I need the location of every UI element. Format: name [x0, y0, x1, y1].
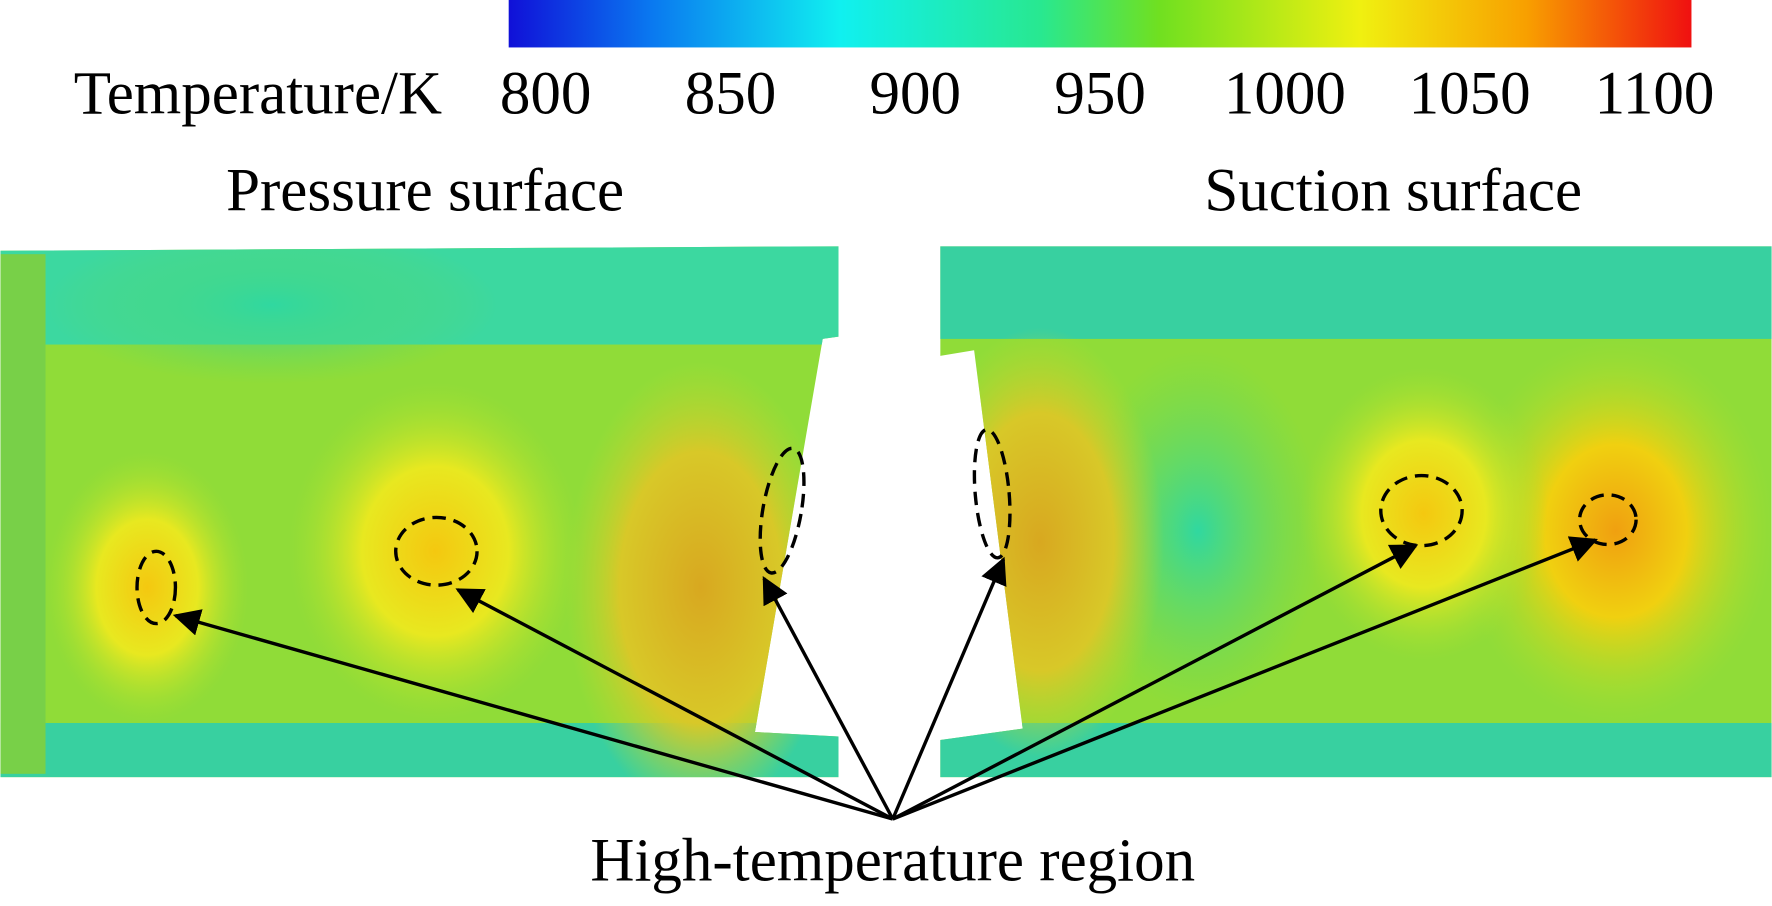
- colorbar-tick-label: 900: [870, 60, 962, 127]
- panel-title: Suction surface: [1204, 158, 1582, 225]
- pressure-surface-contour: [0, 246, 839, 778]
- annotation-arrows: [172, 536, 1598, 821]
- hot-region-outline: [135, 549, 178, 626]
- hot-region-outline: [394, 515, 479, 587]
- colorbar-tick-label: 1100: [1595, 60, 1715, 127]
- panel-title: Pressure surface: [226, 158, 624, 225]
- annotation: High-temperature region: [590, 827, 1195, 894]
- suction-surface-contour: [940, 246, 1772, 778]
- hot-region-outline: [1379, 473, 1464, 548]
- hot-region-outline: [758, 446, 806, 575]
- colorbar-tick-label: 1050: [1409, 60, 1531, 127]
- colorbar-tick-label: 850: [685, 60, 777, 127]
- colorbar: [508, 0, 1692, 48]
- colorbar-tick-label: 950: [1054, 60, 1146, 127]
- colorbar-label: Temperature/K: [74, 60, 442, 127]
- colorbar-tick-label: 800: [500, 60, 591, 127]
- hot-region-outline: [1577, 493, 1638, 547]
- colorbar-tick-label: 1000: [1224, 60, 1346, 127]
